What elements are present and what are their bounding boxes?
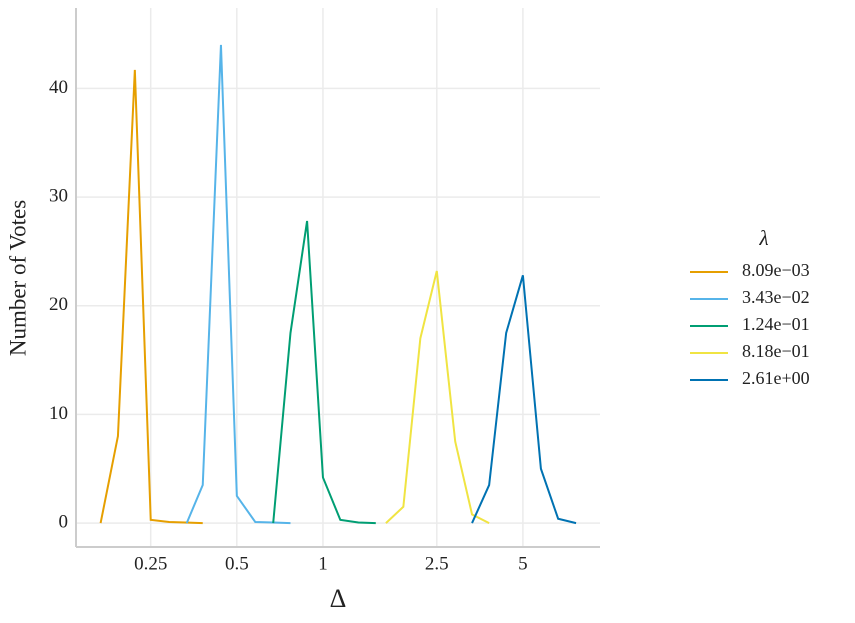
x-tick-label: 5	[518, 553, 528, 574]
x-tick-label: 1	[318, 553, 328, 574]
legend-title: λ	[758, 226, 768, 250]
y-axis-label: Number of Votes	[5, 200, 30, 356]
legend-label: 8.09e−03	[742, 260, 810, 280]
x-tick-label: 0.25	[134, 553, 167, 574]
line	[385, 270, 490, 524]
line	[272, 220, 376, 525]
line	[99, 69, 203, 525]
y-tick-label: 20	[49, 294, 68, 315]
y-tick-label: 0	[59, 511, 69, 532]
x-tick-label: 0.5	[225, 553, 249, 574]
legend-label: 1.24e−01	[742, 314, 810, 334]
x-axis-label: Δ	[330, 584, 347, 613]
line	[185, 44, 291, 525]
x-tick-label: 2.5	[425, 553, 449, 574]
legend-label: 3.43e−02	[742, 287, 810, 307]
legend-label: 2.61e+00	[742, 368, 810, 388]
y-tick-label: 10	[49, 403, 68, 424]
legend-label: 8.18e−01	[742, 341, 810, 361]
line	[471, 275, 577, 525]
y-tick-label: 40	[49, 77, 68, 98]
y-tick-label: 30	[49, 185, 68, 206]
